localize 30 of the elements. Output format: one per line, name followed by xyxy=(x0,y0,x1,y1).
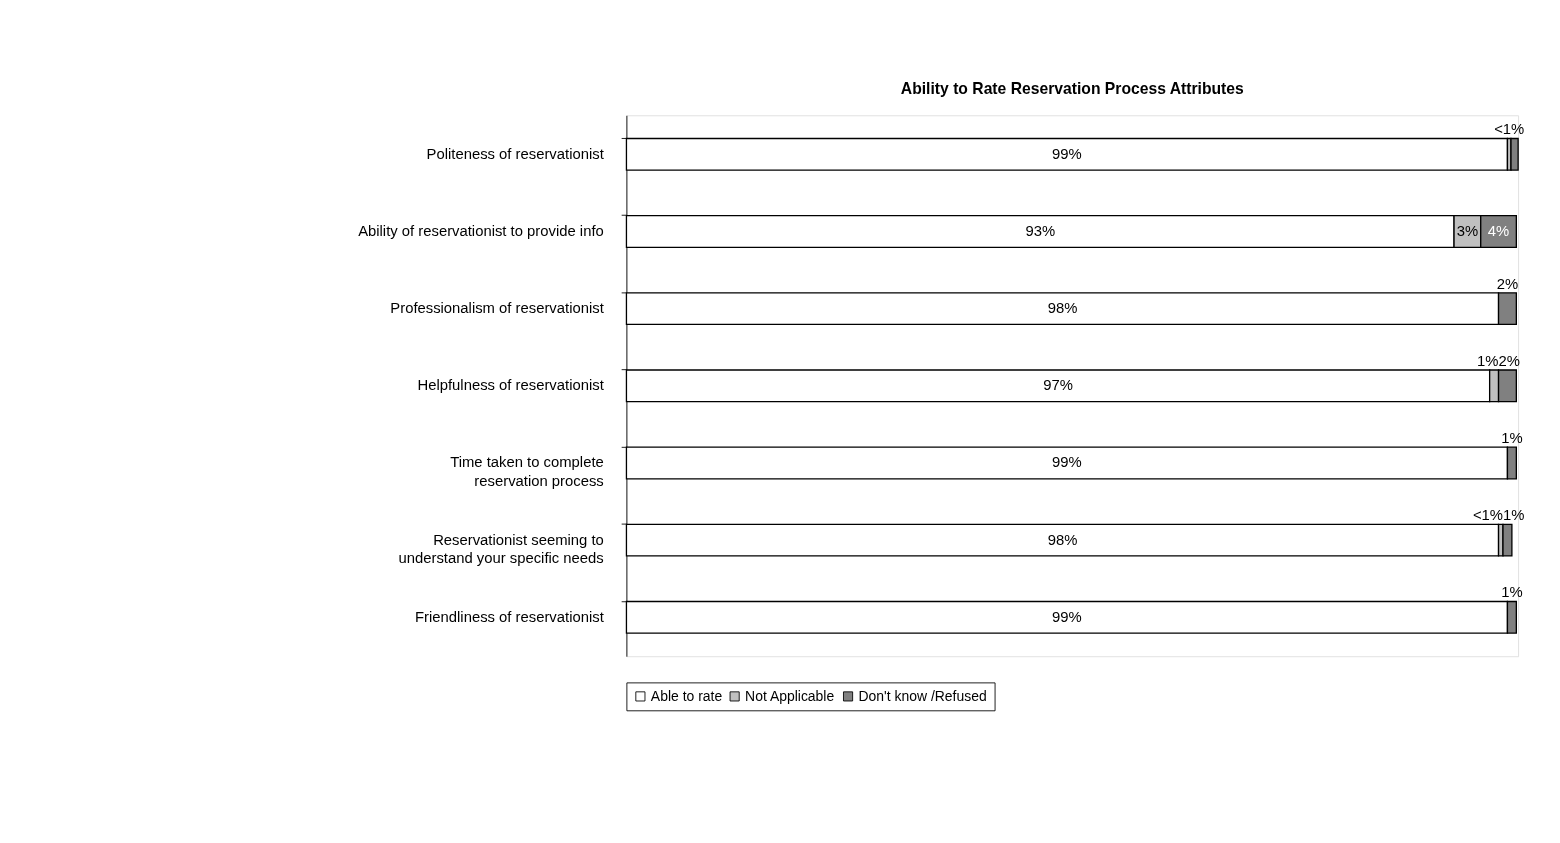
chart-title: Ability to Rate Reservation Process Attributes xyxy=(900,80,1244,98)
y-tick-label: Helpfulness of reservationist xyxy=(417,377,605,394)
data-label: 93% xyxy=(1025,222,1056,239)
y-tick-label: Reservationist seeming to understand your specific needs xyxy=(398,531,604,566)
y-tick-label: Friendliness of reservationist xyxy=(415,608,605,625)
y-tick-label: Ability of reservationist to provide info xyxy=(358,222,604,239)
bar xyxy=(1502,523,1513,557)
data-label: 1% xyxy=(1501,584,1523,601)
bar xyxy=(1510,137,1519,171)
data-label: 98% xyxy=(1047,300,1078,316)
legend-label: Able to rate xyxy=(650,687,723,704)
legend-label: Not Applicable xyxy=(745,687,835,704)
data-label: 4% xyxy=(1487,222,1510,239)
data-label: 99% xyxy=(1052,608,1082,625)
y-tick-label: Professionalism of reservationist xyxy=(390,300,605,316)
data-label: <1% xyxy=(1472,507,1503,524)
data-label: <1% xyxy=(1494,121,1525,138)
data-label: 99% xyxy=(1052,145,1082,162)
data-label: 2% xyxy=(1496,275,1519,292)
y-tick-label: Time taken to complete reservation process xyxy=(450,454,604,489)
data-label: 2% xyxy=(1498,352,1520,369)
legend-label: Don't know /Refused xyxy=(858,687,987,704)
data-label: 99% xyxy=(1052,454,1082,471)
data-label: 97% xyxy=(1043,377,1073,394)
data-label: 1% xyxy=(1501,429,1523,446)
data-label: 3% xyxy=(1456,222,1479,239)
data-label: 98% xyxy=(1047,531,1078,548)
data-label: 1% xyxy=(1477,352,1499,369)
data-label: 1% xyxy=(1502,507,1525,524)
y-tick-label: Politeness of reservationist xyxy=(426,145,605,162)
